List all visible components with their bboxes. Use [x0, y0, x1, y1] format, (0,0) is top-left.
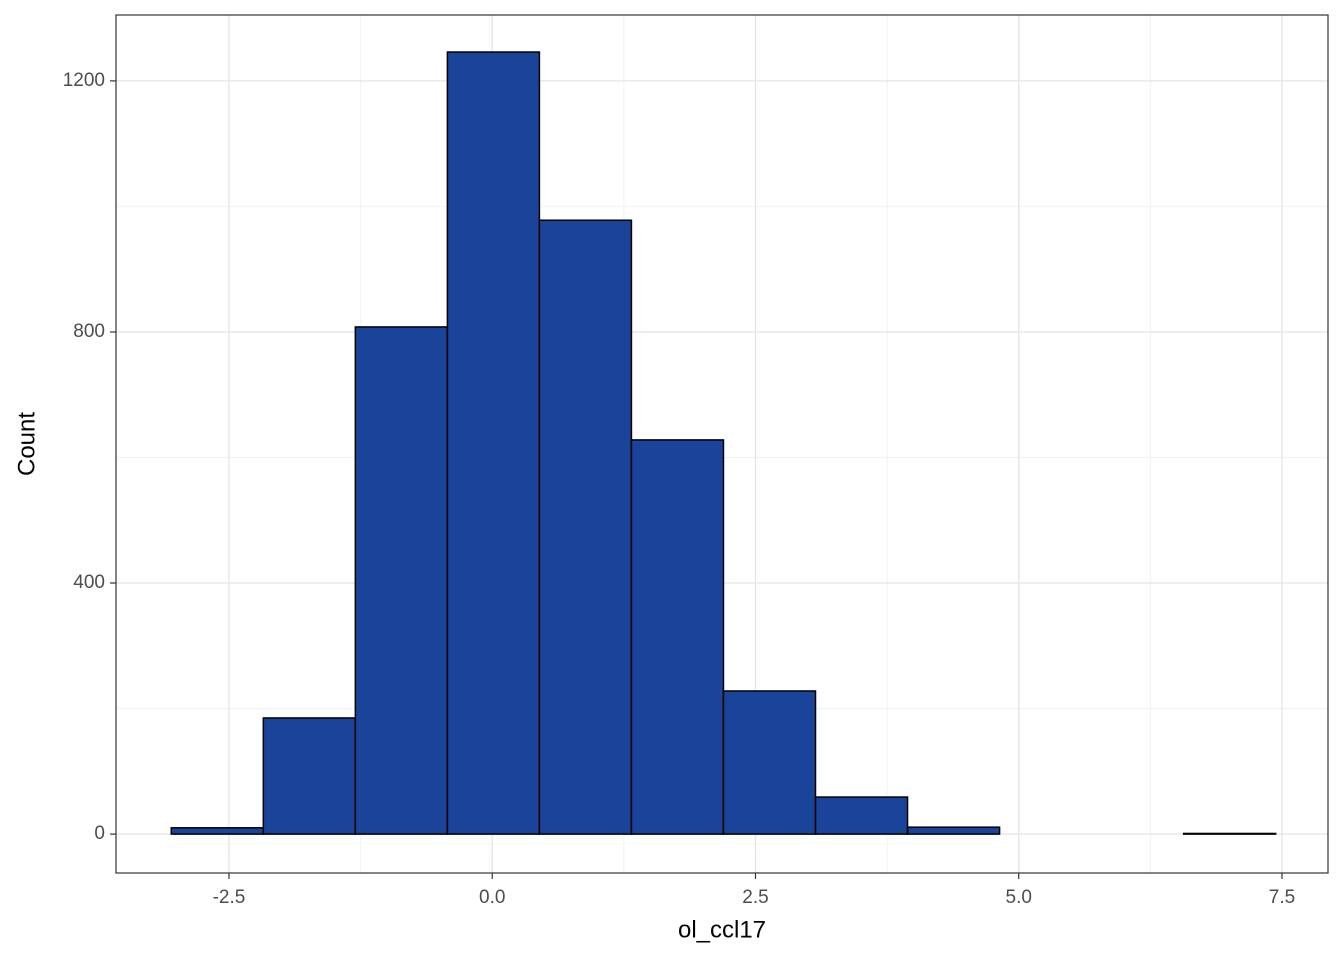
bar [262, 717, 357, 835]
y-tick-label: 800 [73, 321, 105, 342]
bars [170, 51, 1277, 835]
bar [446, 51, 541, 835]
x-tick-label: -2.5 [213, 887, 246, 908]
x-tick-label: 0.0 [479, 887, 505, 908]
y-axis-label: Count [13, 412, 40, 476]
bar [630, 439, 725, 835]
y-tick-label: 1200 [63, 70, 105, 91]
x-axis-label: ol_ccl17 [678, 916, 766, 943]
bar [722, 690, 817, 835]
panel-border [115, 14, 1329, 874]
axes: -2.5 0.0 2.5 5.0 7.5 0 400 800 1200 [63, 70, 1295, 908]
y-tick-label: 0 [94, 823, 105, 844]
x-tick-label: 7.5 [1269, 887, 1295, 908]
bar [170, 827, 265, 835]
bar [1182, 832, 1277, 835]
x-tick-label: 2.5 [742, 887, 768, 908]
bar [814, 796, 909, 835]
bar [538, 219, 633, 835]
x-tick-label: 5.0 [1006, 887, 1032, 908]
bar [906, 826, 1001, 835]
y-tick-label: 400 [73, 572, 105, 593]
bar [354, 326, 449, 835]
